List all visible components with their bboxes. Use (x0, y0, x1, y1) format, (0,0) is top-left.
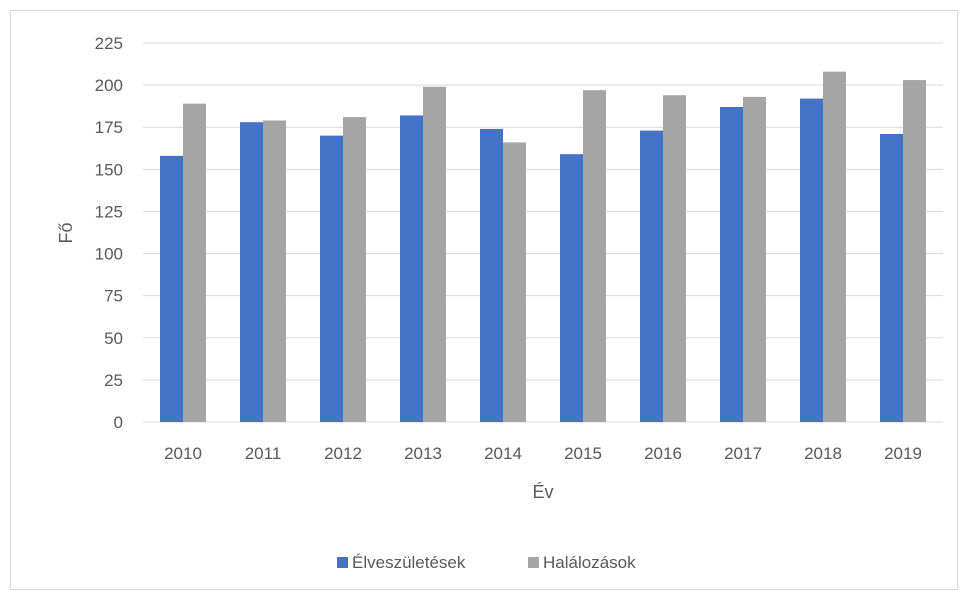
y-tick-labels: 0 25 50 75 100 125 150 175 200 225 (95, 34, 123, 432)
bars (160, 71, 926, 423)
x-tick-label: 2012 (324, 444, 362, 463)
legend-label: Élveszületések (352, 553, 466, 572)
legend-label: Halálozások (543, 553, 636, 572)
y-tick-label: 150 (95, 160, 123, 179)
y-tick-label: 100 (95, 245, 123, 264)
legend-swatch (337, 557, 348, 568)
bar-halalozasok-2010 (183, 103, 206, 422)
x-axis-title: Év (532, 482, 553, 502)
bar-halalozasok-2017 (743, 96, 766, 422)
x-tick-label: 2011 (245, 444, 282, 463)
x-tick-label: 2014 (484, 444, 522, 463)
bar-halalozasok-2011 (263, 120, 286, 423)
y-tick-label: 125 (95, 202, 123, 221)
y-tick-label: 25 (104, 371, 123, 390)
y-tick-label: 50 (104, 329, 123, 348)
bar-elveszuletesek-2012 (320, 135, 343, 422)
bar-elveszuletesek-2017 (720, 107, 743, 423)
legend: Élveszületések Halálozások (337, 553, 636, 572)
y-tick-label: 200 (95, 76, 123, 95)
bar-elveszuletesek-2014 (480, 128, 503, 422)
bar-elveszuletesek-2019 (880, 133, 903, 422)
bar-halalozasok-2013 (423, 86, 446, 422)
y-tick-label: 175 (95, 118, 123, 137)
bar-elveszuletesek-2015 (560, 154, 583, 422)
bar-halalozasok-2018 (823, 71, 846, 422)
bar-halalozasok-2019 (903, 80, 926, 423)
bar-elveszuletesek-2016 (640, 130, 663, 422)
bar-halalozasok-2016 (663, 95, 686, 423)
y-tick-label: 0 (114, 413, 123, 432)
x-tick-label: 2015 (564, 444, 602, 463)
x-tick-label: 2010 (164, 444, 202, 463)
y-tick-label: 225 (95, 34, 123, 53)
x-tick-label: 2019 (884, 444, 922, 463)
bar-elveszuletesek-2013 (400, 115, 423, 422)
bar-elveszuletesek-2018 (800, 98, 823, 422)
x-tick-label: 2018 (804, 444, 842, 463)
y-tick-label: 75 (104, 287, 123, 306)
bar-elveszuletesek-2011 (240, 122, 263, 423)
bar-elveszuletesek-2010 (160, 155, 183, 422)
y-axis-title: Fő (56, 222, 76, 243)
bar-halalozasok-2014 (503, 142, 526, 423)
bar-halalozasok-2012 (343, 117, 366, 423)
bar-halalozasok-2015 (583, 90, 606, 423)
legend-swatch (528, 557, 539, 568)
x-tick-labels: 2010 2011 2012 2013 2014 2015 2016 2017 2018 2019 (164, 444, 922, 463)
x-tick-label: 2016 (644, 444, 682, 463)
x-tick-label: 2017 (724, 444, 762, 463)
x-tick-label: 2013 (404, 444, 442, 463)
